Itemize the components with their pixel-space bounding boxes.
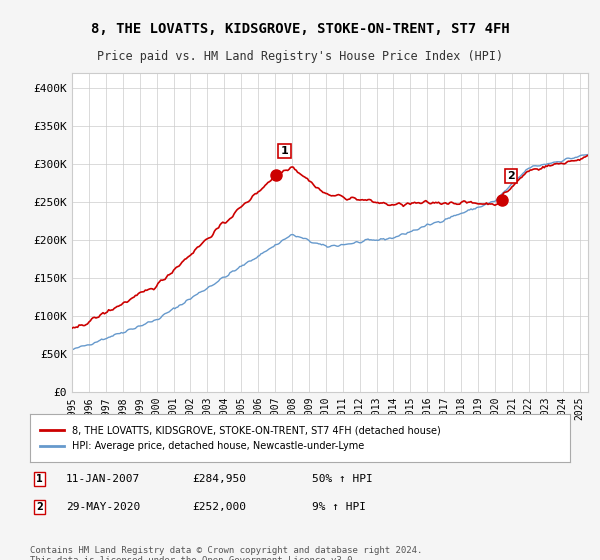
Text: 8, THE LOVATTS, KIDSGROVE, STOKE-ON-TRENT, ST7 4FH: 8, THE LOVATTS, KIDSGROVE, STOKE-ON-TREN… — [91, 22, 509, 36]
Text: 2: 2 — [507, 171, 515, 181]
Text: 2: 2 — [36, 502, 43, 512]
Text: £252,000: £252,000 — [192, 502, 246, 512]
Text: 50% ↑ HPI: 50% ↑ HPI — [312, 474, 373, 484]
Legend: 8, THE LOVATTS, KIDSGROVE, STOKE-ON-TRENT, ST7 4FH (detached house), HPI: Averag: 8, THE LOVATTS, KIDSGROVE, STOKE-ON-TREN… — [35, 421, 445, 456]
Text: 11-JAN-2007: 11-JAN-2007 — [66, 474, 140, 484]
Text: 9% ↑ HPI: 9% ↑ HPI — [312, 502, 366, 512]
Text: 1: 1 — [36, 474, 43, 484]
Text: 29-MAY-2020: 29-MAY-2020 — [66, 502, 140, 512]
Text: 1: 1 — [281, 146, 289, 156]
Text: Price paid vs. HM Land Registry's House Price Index (HPI): Price paid vs. HM Land Registry's House … — [97, 50, 503, 63]
Text: Contains HM Land Registry data © Crown copyright and database right 2024.
This d: Contains HM Land Registry data © Crown c… — [30, 546, 422, 560]
Text: £284,950: £284,950 — [192, 474, 246, 484]
